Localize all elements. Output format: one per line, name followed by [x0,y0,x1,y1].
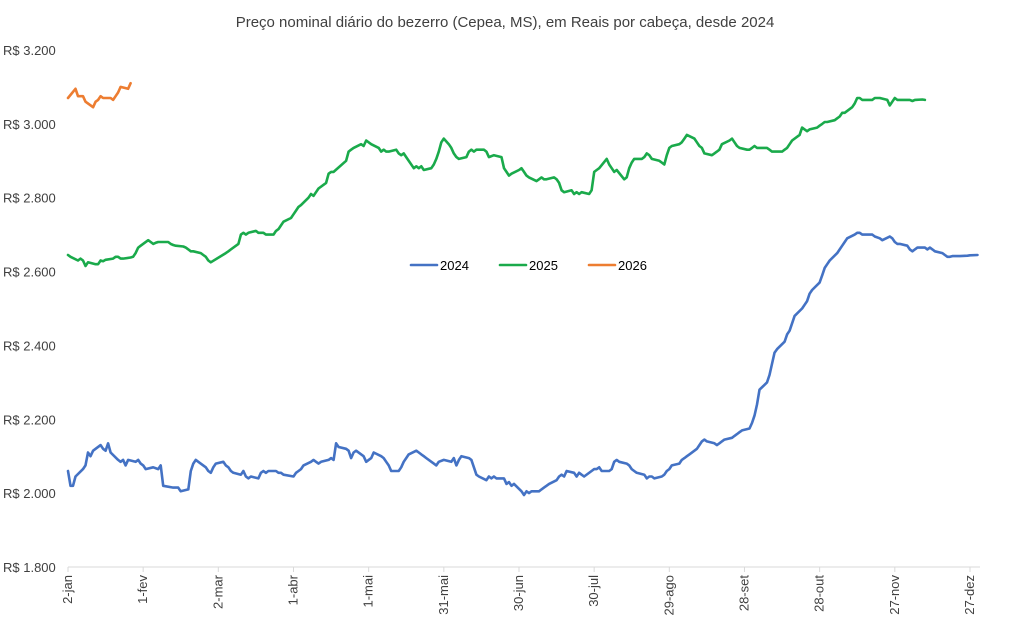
x-tick-label: 30-jun [511,575,526,611]
y-tick-label: R$ 2.400 [3,338,56,353]
y-tick-label: R$ 2.200 [3,412,56,427]
chart-title: Preço nominal diário do bezerro (Cepea, … [236,14,775,31]
y-axis: R$ 1.800 R$ 2.000 R$ 2.200 R$ 2.400 R$ 2.600… [3,43,56,575]
x-tick-label: 31-mai [436,575,451,615]
x-tick-label: 30-jul [586,575,601,607]
legend-label-2026: 2026 [618,258,647,273]
series-layer [66,81,979,497]
y-tick-label: R$ 1.800 [3,560,56,575]
y-tick-label: R$ 3.200 [3,43,56,58]
x-tick-label: 1-fev [135,575,150,604]
x-tick-label: 28-out [812,575,827,612]
y-tick-label: R$ 2.800 [3,191,56,206]
series-line-2024 [66,231,979,497]
y-tick-label: R$ 2.000 [3,486,56,501]
x-tick-label: 27-dez [962,575,977,615]
x-tick-label: 29-ago [661,575,676,615]
y-tick-label: R$ 3.000 [3,117,56,132]
x-tick-label: 27-nov [887,575,902,615]
y-tick-label: R$ 2.600 [3,265,56,280]
x-tick-label: 2-mar [210,574,225,609]
x-tick-label: 1-mai [361,575,376,608]
legend-label-2025: 2025 [529,258,558,273]
series-line-2025 [66,96,927,268]
x-tick-label: 28-set [736,575,751,612]
series-line-2026 [66,81,132,109]
legend: 2024 2025 2026 [409,258,647,273]
legend-label-2024: 2024 [440,258,469,273]
x-tick-label: 1-abr [285,574,300,605]
x-axis: 2-jan 1-fev 2-mar 1-abr 1-mai 31-mai 30-jun 30-… [60,566,980,615]
x-tick-label: 2-jan [60,575,75,604]
